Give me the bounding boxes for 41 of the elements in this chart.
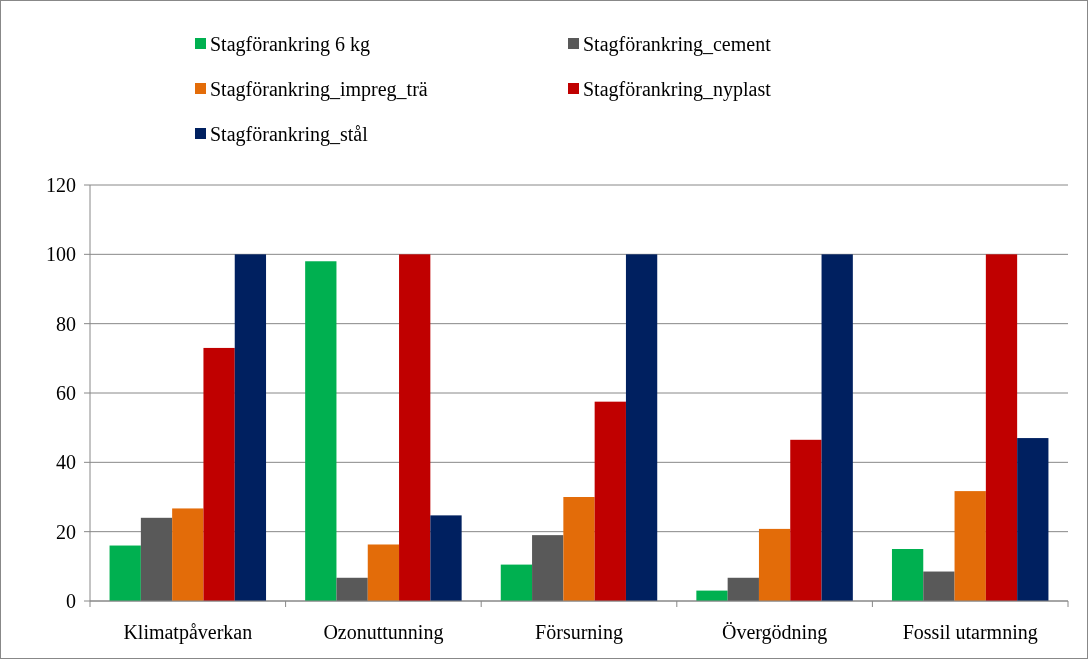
bar — [140, 517, 173, 601]
bar — [109, 545, 141, 601]
x-tick-label: Ozonuttunning — [323, 621, 444, 644]
bar — [367, 544, 400, 601]
bar — [305, 261, 337, 601]
bar — [727, 577, 759, 601]
bar — [954, 491, 986, 601]
bar — [790, 439, 822, 601]
y-tick-label: 80 — [56, 312, 76, 335]
bar — [532, 535, 564, 601]
bar — [594, 401, 626, 601]
bar — [234, 254, 267, 601]
bar — [203, 347, 235, 601]
y-tick-label: 0 — [66, 590, 76, 612]
x-tick-label: Klimatpåverkan — [123, 621, 253, 644]
bar — [336, 577, 368, 601]
bar — [985, 254, 1018, 601]
y-tick-label: 40 — [56, 451, 76, 474]
y-tick-label: 20 — [56, 520, 76, 543]
bar — [923, 571, 955, 601]
bar — [399, 254, 431, 601]
x-tick-label: Försurning — [535, 621, 623, 644]
legend-label: Stagförankring_nyplast — [583, 78, 772, 101]
bar — [172, 508, 204, 601]
y-tick-label: 60 — [56, 382, 76, 404]
bar — [891, 549, 924, 601]
legend-label: Stagförankring_cement — [583, 33, 772, 56]
y-tick-label: 100 — [46, 243, 76, 266]
bar — [1017, 438, 1049, 601]
legend-label: Stagförankring_stål — [210, 123, 369, 146]
x-tick-label: Övergödning — [722, 621, 828, 644]
bar — [758, 528, 791, 601]
y-tick-label: 120 — [46, 174, 76, 196]
legend-label: Stagförankring_impreg_trä — [210, 78, 428, 101]
bar — [625, 254, 658, 601]
legend-label: Stagförankring 6 kg — [210, 33, 370, 56]
bar — [500, 564, 533, 601]
bar — [563, 497, 595, 601]
bar — [430, 515, 462, 601]
x-tick-label: Fossil utarmning — [902, 621, 1038, 644]
bar — [821, 254, 853, 601]
